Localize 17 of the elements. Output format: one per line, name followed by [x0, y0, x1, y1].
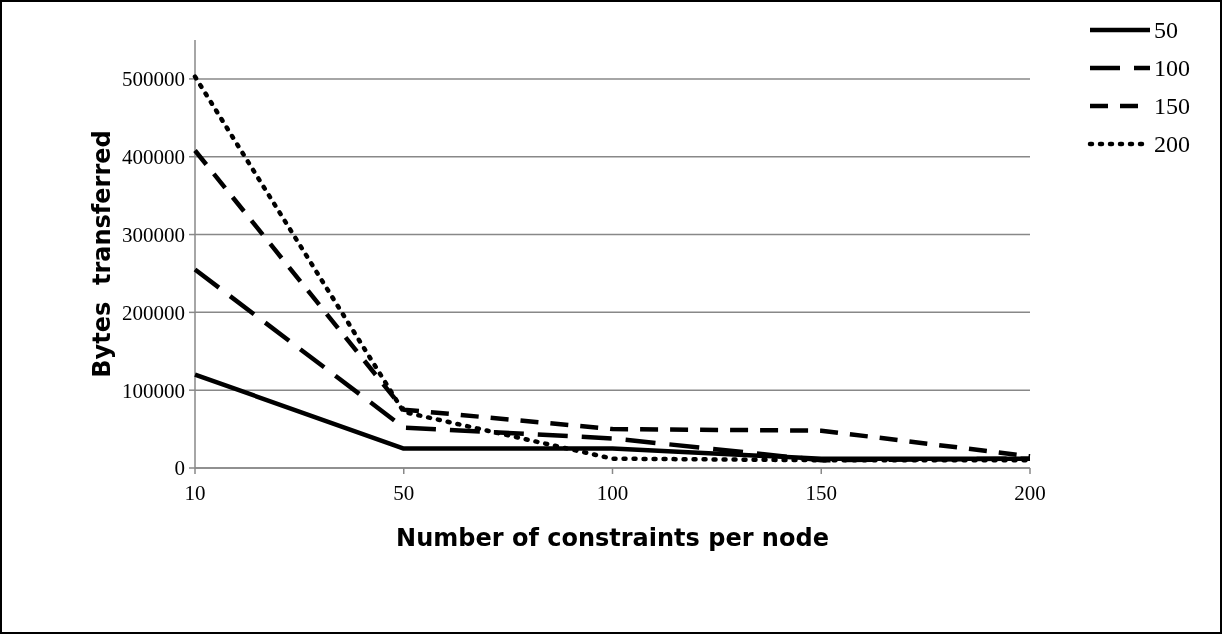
- legend-label: 200: [1154, 131, 1190, 158]
- x-axis-title: Number of constraints per node: [396, 524, 829, 552]
- x-tick-label: 10: [184, 481, 206, 505]
- y-axis-title: Bytes transferred: [88, 130, 116, 378]
- y-tick-label: 100000: [122, 378, 185, 403]
- x-tick-label: 100: [596, 481, 629, 505]
- x-tick-label: 200: [1014, 481, 1046, 505]
- y-tick-label: 200000: [122, 300, 185, 325]
- y-tick-label: 500000: [122, 67, 185, 92]
- x-tick-label: 150: [805, 481, 837, 505]
- x-tick-label: 50: [393, 481, 415, 505]
- y-tick-label: 300000: [122, 222, 185, 247]
- legend-label: 150: [1154, 93, 1190, 120]
- legend-label: 50: [1154, 17, 1178, 44]
- y-tick-label: 0: [174, 456, 185, 481]
- legend-label: 100: [1154, 55, 1190, 82]
- y-tick-label: 400000: [122, 145, 185, 170]
